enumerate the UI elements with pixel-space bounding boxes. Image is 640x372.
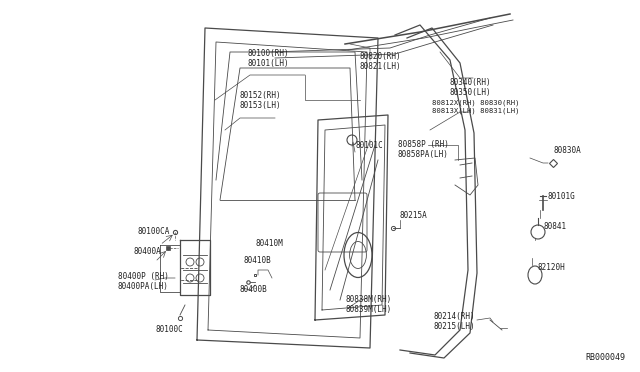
- Text: 80410B: 80410B: [244, 256, 272, 265]
- Text: 80812X(RH) 80830(RH)
80813X(LH) 80831(LH): 80812X(RH) 80830(RH) 80813X(LH) 80831(LH…: [432, 100, 520, 114]
- Text: 80410M: 80410M: [256, 239, 284, 248]
- Text: 80400P (RH)
80400PA(LH): 80400P (RH) 80400PA(LH): [118, 272, 169, 291]
- Text: 80100(RH)
80101(LH): 80100(RH) 80101(LH): [247, 49, 289, 68]
- Text: 80830A: 80830A: [553, 146, 580, 155]
- Text: RB000049: RB000049: [585, 353, 625, 362]
- Text: 80100CA: 80100CA: [138, 228, 170, 237]
- Text: 80101C: 80101C: [355, 141, 383, 150]
- Text: 80214(RH)
80215(LH): 80214(RH) 80215(LH): [433, 312, 475, 331]
- Text: 80101G: 80101G: [548, 192, 576, 201]
- Text: 82120H: 82120H: [538, 263, 566, 272]
- Text: 80841: 80841: [543, 222, 566, 231]
- Text: 80400A: 80400A: [133, 247, 161, 257]
- Text: 80100C: 80100C: [155, 325, 183, 334]
- Text: 80400B: 80400B: [240, 285, 268, 294]
- Text: 80215A: 80215A: [400, 211, 428, 220]
- Text: 80838M(RH)
80839M(LH): 80838M(RH) 80839M(LH): [345, 295, 391, 314]
- Text: 80820(RH)
80821(LH): 80820(RH) 80821(LH): [360, 52, 402, 71]
- Text: 80340(RH)
80350(LH): 80340(RH) 80350(LH): [450, 78, 492, 97]
- Text: 80858P (RH)
80858PA(LH): 80858P (RH) 80858PA(LH): [398, 140, 449, 159]
- Text: 80152(RH)
80153(LH): 80152(RH) 80153(LH): [240, 91, 282, 110]
